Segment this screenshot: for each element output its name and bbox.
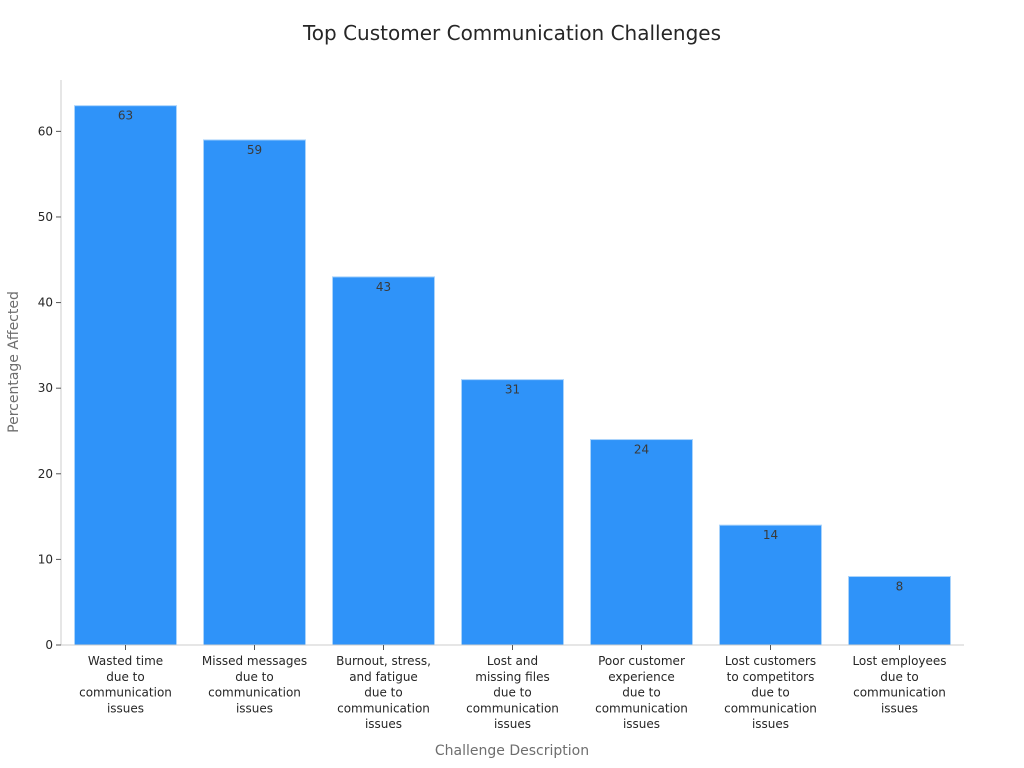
x-tick-label: Lost employees due to communication issues (852, 654, 946, 715)
axes-group: 0 10 20 30 40 50 60 Wasted time due to communicat… (38, 80, 964, 731)
bars-group (74, 105, 951, 646)
bar (848, 576, 951, 646)
y-tick-label: 10 (38, 552, 53, 566)
bar-value-label: 8 (896, 580, 904, 594)
bar (332, 276, 435, 646)
y-axis-label: Percentage Affected (6, 291, 22, 433)
y-tick-label: 20 (38, 467, 53, 481)
bar (719, 524, 822, 646)
x-axis-label: Challenge Description (435, 743, 589, 759)
bar-value-label: 43 (376, 280, 391, 294)
bar (74, 105, 177, 646)
chart-title: Top Customer Communication Challenges (302, 21, 721, 45)
bar-value-label: 14 (763, 528, 778, 542)
bar-value-label: 63 (118, 109, 133, 123)
y-tick-label: 0 (45, 638, 53, 652)
y-tick-label: 50 (38, 210, 53, 224)
bar-value-label: 31 (505, 383, 520, 397)
x-tick-label: Missed messages due to communication issues (202, 654, 307, 715)
y-tick-label: 40 (38, 296, 53, 310)
labels-group: 63 59 43 31 24 14 8 (118, 109, 903, 594)
x-tick-label: Burnout, stress, and fatigue due to communi… (336, 654, 431, 731)
x-tick-label: Wasted time due to communication issues (79, 654, 172, 715)
x-tick-label: Poor customer experience due to communicati… (595, 654, 688, 731)
x-tick-label: Lost and missing files due to communication… (466, 654, 559, 731)
bar (461, 379, 564, 646)
bar-value-label: 24 (634, 443, 649, 457)
bar (203, 139, 306, 646)
bar (590, 439, 693, 646)
y-tick-label: 30 (38, 381, 53, 395)
bar-value-label: 59 (247, 143, 262, 157)
y-tick-label: 60 (38, 124, 53, 138)
x-tick-label: Lost customers to competitors due to commun… (724, 654, 817, 731)
